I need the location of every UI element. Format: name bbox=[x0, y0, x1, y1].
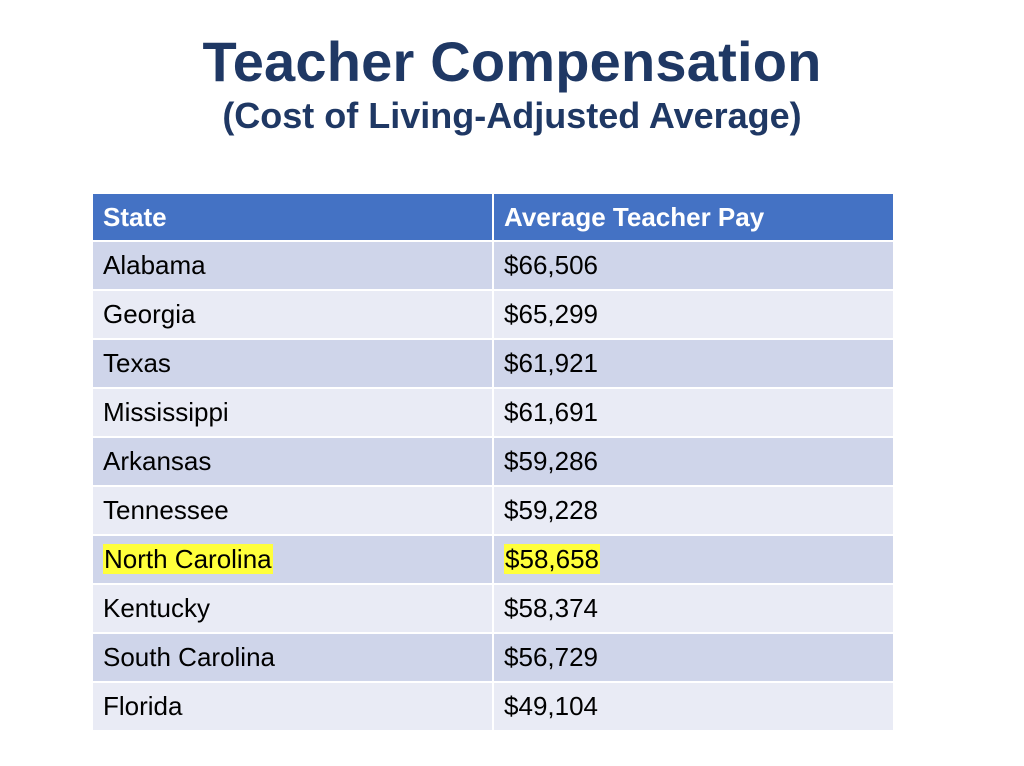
table-row: Alabama $66,506 bbox=[90, 240, 895, 291]
table-row-highlighted: North Carolina $58,658 bbox=[90, 534, 895, 585]
table-row: Texas $61,921 bbox=[90, 338, 895, 389]
pay-value: $66,506 bbox=[504, 250, 599, 280]
cell-pay: $61,921 bbox=[492, 338, 895, 389]
cell-pay: $49,104 bbox=[492, 681, 895, 732]
cell-pay: $65,299 bbox=[492, 289, 895, 340]
cell-state: Arkansas bbox=[90, 436, 495, 487]
state-name: Georgia bbox=[103, 299, 196, 329]
pay-value: $59,286 bbox=[504, 446, 599, 476]
table-row: Tennessee $59,228 bbox=[90, 485, 895, 536]
header-average-pay: Average Teacher Pay bbox=[492, 192, 895, 242]
pay-value: $49,104 bbox=[504, 691, 599, 721]
pay-value: $61,921 bbox=[504, 348, 599, 378]
cell-state: North Carolina bbox=[90, 534, 495, 585]
state-name: Kentucky bbox=[103, 593, 210, 623]
cell-state: Kentucky bbox=[90, 583, 495, 634]
cell-pay: $58,374 bbox=[492, 583, 895, 634]
cell-pay: $58,658 bbox=[492, 534, 895, 585]
state-name: Arkansas bbox=[103, 446, 212, 476]
cell-state: Texas bbox=[90, 338, 495, 389]
table-row: South Carolina $56,729 bbox=[90, 632, 895, 683]
state-name: Alabama bbox=[103, 250, 206, 280]
cell-pay: $56,729 bbox=[492, 632, 895, 683]
state-name: Mississippi bbox=[103, 397, 229, 427]
cell-pay: $59,228 bbox=[492, 485, 895, 536]
state-name: Tennessee bbox=[103, 495, 229, 525]
table-row: Arkansas $59,286 bbox=[90, 436, 895, 487]
state-name: Florida bbox=[103, 691, 183, 721]
header-state: State bbox=[90, 192, 495, 242]
slide-title: Teacher Compensation bbox=[202, 30, 822, 93]
cell-pay: $66,506 bbox=[492, 240, 895, 291]
table-row: Florida $49,104 bbox=[90, 681, 895, 732]
table-row: Kentucky $58,374 bbox=[90, 583, 895, 634]
table-row: Mississippi $61,691 bbox=[90, 387, 895, 438]
teacher-pay-table: State Average Teacher Pay Alabama $66,50… bbox=[90, 192, 895, 732]
state-name-highlighted: North Carolina bbox=[103, 544, 273, 574]
cell-state: Florida bbox=[90, 681, 495, 732]
cell-pay: $59,286 bbox=[492, 436, 895, 487]
state-name: South Carolina bbox=[103, 642, 275, 672]
cell-state: Mississippi bbox=[90, 387, 495, 438]
pay-value: $56,729 bbox=[504, 642, 599, 672]
slide-subtitle: (Cost of Living-Adjusted Average) bbox=[222, 95, 802, 136]
pay-value: $61,691 bbox=[504, 397, 599, 427]
pay-value: $58,374 bbox=[504, 593, 599, 623]
pay-value-highlighted: $58,658 bbox=[504, 544, 601, 574]
cell-state: Alabama bbox=[90, 240, 495, 291]
cell-pay: $61,691 bbox=[492, 387, 895, 438]
cell-state: Georgia bbox=[90, 289, 495, 340]
state-name: Texas bbox=[103, 348, 171, 378]
cell-state: South Carolina bbox=[90, 632, 495, 683]
cell-state: Tennessee bbox=[90, 485, 495, 536]
pay-value: $59,228 bbox=[504, 495, 599, 525]
pay-value: $65,299 bbox=[504, 299, 599, 329]
table-row: Georgia $65,299 bbox=[90, 289, 895, 340]
table-header-row: State Average Teacher Pay bbox=[90, 192, 895, 242]
